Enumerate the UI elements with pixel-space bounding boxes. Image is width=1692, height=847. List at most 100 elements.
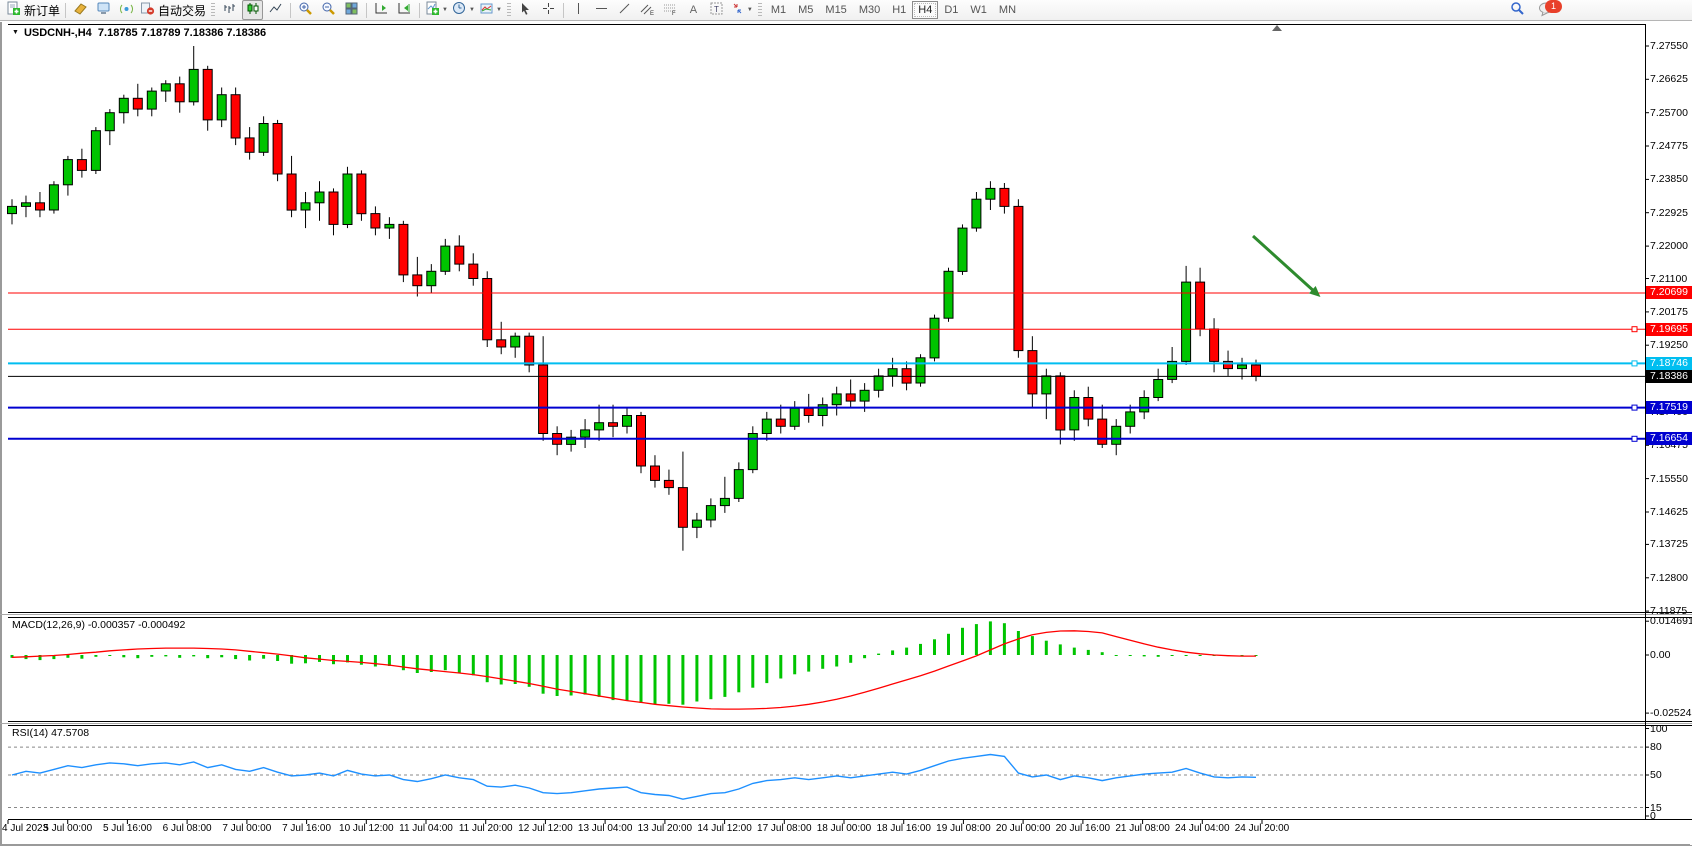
timeframe-button-m15[interactable]: M15 [825,4,847,16]
editor-button[interactable] [70,0,91,20]
toolbar-grip[interactable] [506,2,511,18]
arrows-icon [730,1,745,19]
zoom-in-icon [298,1,313,19]
autoscroll-icon [397,1,412,19]
horizontal-line-icon [594,1,609,19]
chart-shift-button[interactable] [371,0,392,20]
toolbar-separator [419,2,421,18]
new-order-icon [6,1,21,19]
timeframe-button-m1[interactable]: M1 [770,4,787,16]
hline-handle [1631,326,1638,333]
chevron-down-icon: ▼ [442,7,448,13]
zoom-out-button[interactable] [318,0,339,20]
fibonacci-button[interactable]: F [660,0,681,20]
tester-icon [96,1,111,19]
tile-windows-icon [344,1,359,19]
ohlc-values: 7.18785 7.18789 7.18386 7.18386 [97,27,267,39]
svg-text:T: T [714,5,719,14]
trendline-button[interactable] [614,0,635,20]
text-label-button[interactable]: T [706,0,727,20]
clock-icon [452,1,467,19]
equidistant-channel-icon: E [639,1,655,19]
signals-button[interactable] [116,0,137,20]
notifications-button[interactable]: 1 [1536,0,1562,21]
timeframe-button-w1[interactable]: W1 [970,4,987,16]
symbol-period-label: USDCNH-,H4 [23,27,92,39]
autotrading-label: 自动交易 [158,3,207,18]
tile-windows-button[interactable] [341,0,362,20]
horizontal-line-button[interactable] [591,0,612,20]
chart-shift-marker [1272,25,1282,31]
chevron-down-icon: ▼ [746,7,753,13]
toolbar-separator [65,2,67,18]
chart-shift-icon [374,1,389,19]
text-button[interactable]: A [683,0,704,20]
line-chart-icon [268,1,283,19]
arrows-button[interactable]: ▼ [729,0,754,20]
hline-handle [1631,360,1638,367]
timeframe-button-h1[interactable]: H1 [892,4,907,16]
line-chart-type-button[interactable] [265,0,286,20]
macd-indicator-label: MACD(12,26,9) -0.000357 -0.000492 [12,619,186,631]
crosshair-button[interactable] [538,0,559,20]
toolbar-separator [290,2,292,18]
cursor-button[interactable] [515,0,536,20]
autotrading-button[interactable]: 自动交易 [139,0,207,20]
toolbar-grip[interactable] [757,2,762,18]
notification-badge: 1 [1545,0,1562,13]
timeframe-button-m30[interactable]: M30 [858,4,881,16]
zoom-out-icon [321,1,336,19]
svg-text:E: E [650,11,654,16]
zoom-in-button[interactable] [295,0,316,20]
signals-icon [119,1,134,19]
text-label-icon: T [709,1,724,19]
template-icon [479,1,494,19]
hline-handle [1631,435,1638,442]
timeframe-button-mn[interactable]: MN [998,4,1017,16]
arrow-annotation [1251,234,1318,295]
bar-chart-icon [222,1,237,19]
toolbar-separator [366,2,368,18]
add-indicator-icon [425,1,440,19]
vertical-line-icon [571,1,586,19]
macd-signal-line [11,630,1256,710]
timeframe-button-d1[interactable]: D1 [944,4,959,16]
search-button[interactable] [1506,1,1527,21]
candlestick-chart-icon [245,1,260,19]
chevron-down-icon: ▼ [468,7,475,13]
templates-button[interactable]: ▼ [478,0,503,20]
text-icon: A [689,4,698,16]
candle-chart-type-button[interactable] [242,0,264,20]
autotrading-icon [140,1,155,19]
fibonacci-icon: F [662,1,678,19]
main-toolbar: 新订单 自动交易 ▼ ▼ ▼ E F A T ▼ M1 M5 M15 M30 H1 H4 D… [0,0,1692,21]
tester-button[interactable] [93,0,114,20]
toolbar-grip[interactable] [211,2,216,18]
bar-chart-type-button[interactable] [219,0,240,20]
new-order-label: 新订单 [24,3,61,18]
crosshair-icon [541,1,556,19]
svg-text:F: F [672,11,676,16]
new-order-button[interactable]: 新订单 [5,0,61,20]
channel-button[interactable]: E [637,0,658,20]
hline-handle [1631,404,1638,411]
timeframe-group: M1 M5 M15 M30 H1 H4 D1 W1 MN [765,1,1022,19]
rsi-line [11,753,1257,800]
trendline-icon [617,1,632,19]
timeframe-button-h4[interactable]: H4 [912,1,939,19]
editor-icon [73,1,88,19]
toolbar-separator [562,2,564,18]
periods-button[interactable]: ▼ [451,0,476,20]
cursor-icon [518,1,533,19]
rsi-indicator-label: RSI(14) 47.5708 [12,727,90,739]
autoscroll-button[interactable] [394,0,415,20]
indicators-button[interactable]: ▼ [424,0,449,20]
chart-title: ▼ USDCNH-,H4 7.18785 7.18789 7.18386 7.18… [12,27,266,39]
chevron-down-icon: ▼ [495,7,502,13]
timeframe-button-m5[interactable]: M5 [798,4,814,16]
one-click-trading-toggle-icon[interactable]: ▼ [12,29,19,36]
vertical-line-button[interactable] [568,0,589,20]
search-icon [1509,1,1525,20]
toolbar-right-group: 1 [1505,0,1562,21]
